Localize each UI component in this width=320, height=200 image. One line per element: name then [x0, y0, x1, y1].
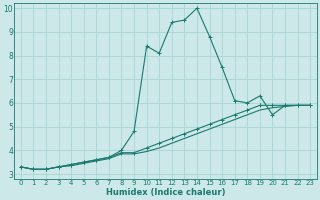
- X-axis label: Humidex (Indice chaleur): Humidex (Indice chaleur): [106, 188, 225, 197]
